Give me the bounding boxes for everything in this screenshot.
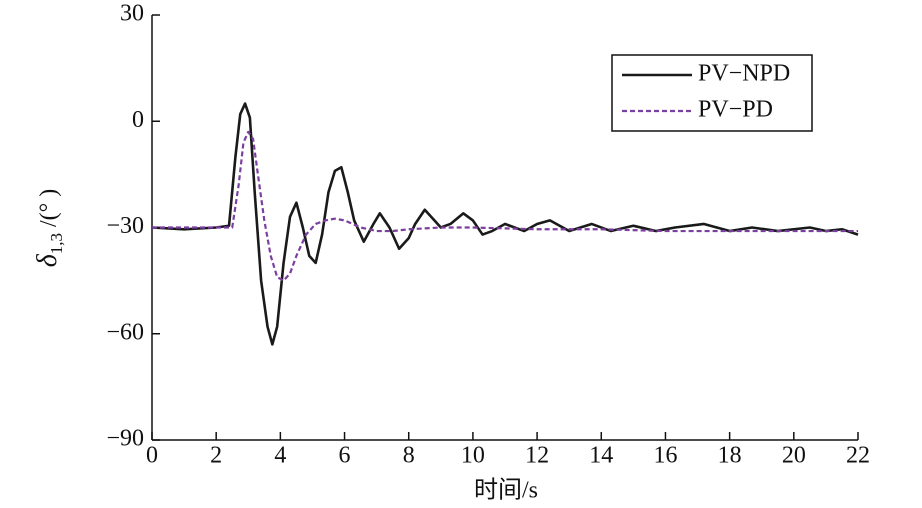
y-tick-label: −90 [106, 426, 144, 452]
x-tick-label: 8 [403, 443, 415, 469]
x-tick-label: 20 [782, 443, 806, 469]
y-label-unit: /(° ) [36, 189, 62, 227]
y-tick-label: 0 [132, 107, 144, 133]
y-axis-label-text: δ1,3 /(° ) [32, 189, 65, 268]
y-label-subscript: 1,3 [47, 233, 66, 254]
x-tick-label: 2 [210, 443, 222, 469]
x-tick-label: 10 [461, 443, 485, 469]
x-tick-label: 16 [653, 443, 677, 469]
legend-label: PV−PD [698, 97, 773, 123]
x-tick-label: 12 [525, 443, 549, 469]
y-tick-label: −30 [106, 213, 144, 239]
x-tick-label: 22 [846, 443, 870, 469]
x-tick-label: 0 [146, 443, 158, 469]
series-line [152, 130, 858, 282]
y-tick-label: −60 [106, 319, 144, 345]
series-line [151, 102, 859, 346]
x-tick-label: 6 [339, 443, 351, 469]
x-tick-label: 14 [589, 443, 613, 469]
y-tick-label: 30 [120, 1, 144, 27]
y-label-symbol: δ [32, 253, 63, 267]
y-axis-label: δ1,3 /(° ) [32, 189, 65, 268]
x-tick-label: 18 [718, 443, 742, 469]
x-tick-label: 4 [274, 443, 286, 469]
legend-label: PV−NPD [698, 61, 790, 87]
x-axis-label: 时间/s [474, 477, 538, 504]
legend-box [611, 54, 813, 132]
